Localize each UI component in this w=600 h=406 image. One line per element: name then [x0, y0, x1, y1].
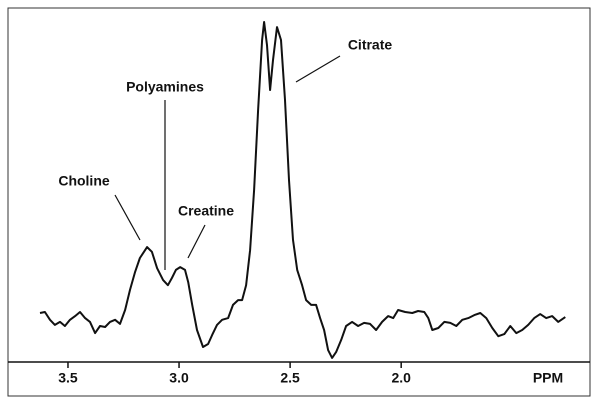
- x-tick-label: 2.0: [391, 370, 411, 386]
- x-axis-label: PPM: [533, 370, 563, 386]
- x-tick-label: 2.5: [280, 370, 300, 386]
- x-tick-label: 3.5: [58, 370, 78, 386]
- annotation: Creatine: [178, 203, 234, 219]
- annotation: Citrate: [348, 37, 393, 53]
- x-tick-label: 3.0: [169, 370, 189, 386]
- leader-line: [187, 224, 206, 259]
- annotation: Polyamines: [126, 79, 204, 95]
- spectrum-line: [39, 21, 566, 359]
- leader-line: [114, 194, 141, 241]
- leader-line: [295, 55, 341, 83]
- annotation: Choline: [58, 173, 110, 189]
- frame: [7, 7, 591, 397]
